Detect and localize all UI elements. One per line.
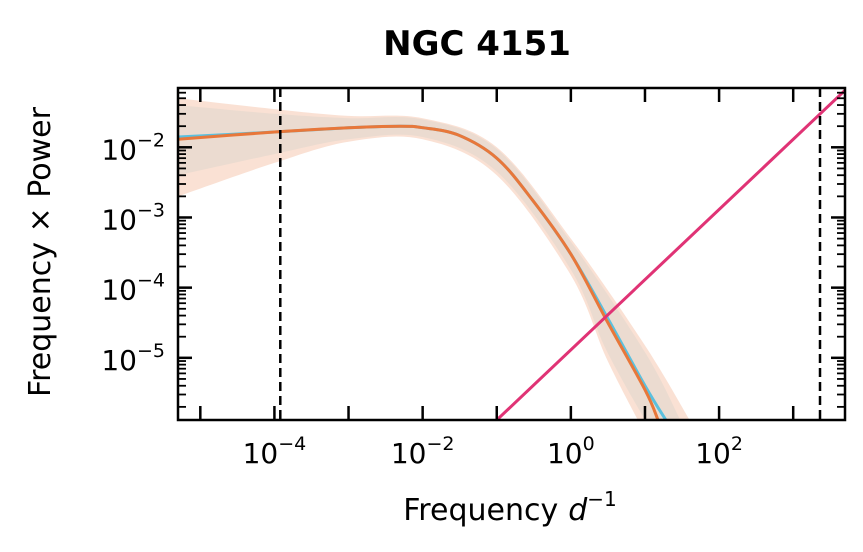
axis-ticks [178, 87, 845, 420]
x-tick-label-exponent: 0 [583, 433, 595, 455]
x-axis-label-exponent: −1 [587, 487, 616, 511]
x-tick-label: 10−2 [391, 433, 455, 470]
x-tick-label-exponent: −4 [278, 433, 306, 455]
y-tick-labels: 10−210−310−410−5 [101, 129, 165, 377]
x-tick-label-base: 10 [243, 437, 279, 470]
confidence-bands [178, 98, 690, 420]
y-tick-label: 10−4 [101, 270, 165, 307]
y-tick-label-base: 10 [101, 203, 137, 236]
y-tick-label: 10−2 [101, 129, 165, 166]
x-axis-label-text: Frequency [403, 493, 558, 528]
plot-frame [176, 86, 847, 422]
y-tick-label-exponent: −3 [137, 199, 165, 221]
x-tick-label-exponent: 2 [731, 433, 743, 455]
x-tick-label-base: 10 [391, 437, 427, 470]
confidence-band-1 [178, 105, 681, 420]
x-axis-label: Frequency d−1 [403, 487, 617, 528]
y-tick-label-base: 10 [101, 344, 137, 377]
x-tick-label-base: 10 [547, 437, 583, 470]
x-axis-label-unit: d [568, 493, 588, 528]
y-axis-label: Frequency × Power [23, 106, 58, 397]
y-tick-label: 10−5 [101, 340, 165, 377]
x-tick-label: 100 [547, 433, 595, 470]
x-tick-label: 102 [695, 433, 743, 470]
x-tick-label-base: 10 [695, 437, 731, 470]
y-tick-label: 10−3 [101, 199, 165, 236]
x-tick-label-exponent: −2 [426, 433, 454, 455]
x-tick-label: 10−4 [243, 433, 307, 470]
x-tick-labels: 10−4 10−2 100 102 [243, 433, 743, 470]
series-lines [178, 88, 845, 420]
y-tick-label-exponent: −2 [137, 129, 165, 151]
y-tick-label-exponent: −4 [137, 270, 165, 292]
y-tick-label-exponent: −5 [137, 340, 165, 362]
series-line-2 [495, 88, 845, 420]
y-tick-label-base: 10 [101, 133, 137, 166]
y-tick-label-base: 10 [101, 274, 137, 307]
chart-title: NGC 4151 [383, 24, 571, 64]
confidence-band-0 [178, 98, 690, 420]
series-line-1 [178, 124, 660, 420]
